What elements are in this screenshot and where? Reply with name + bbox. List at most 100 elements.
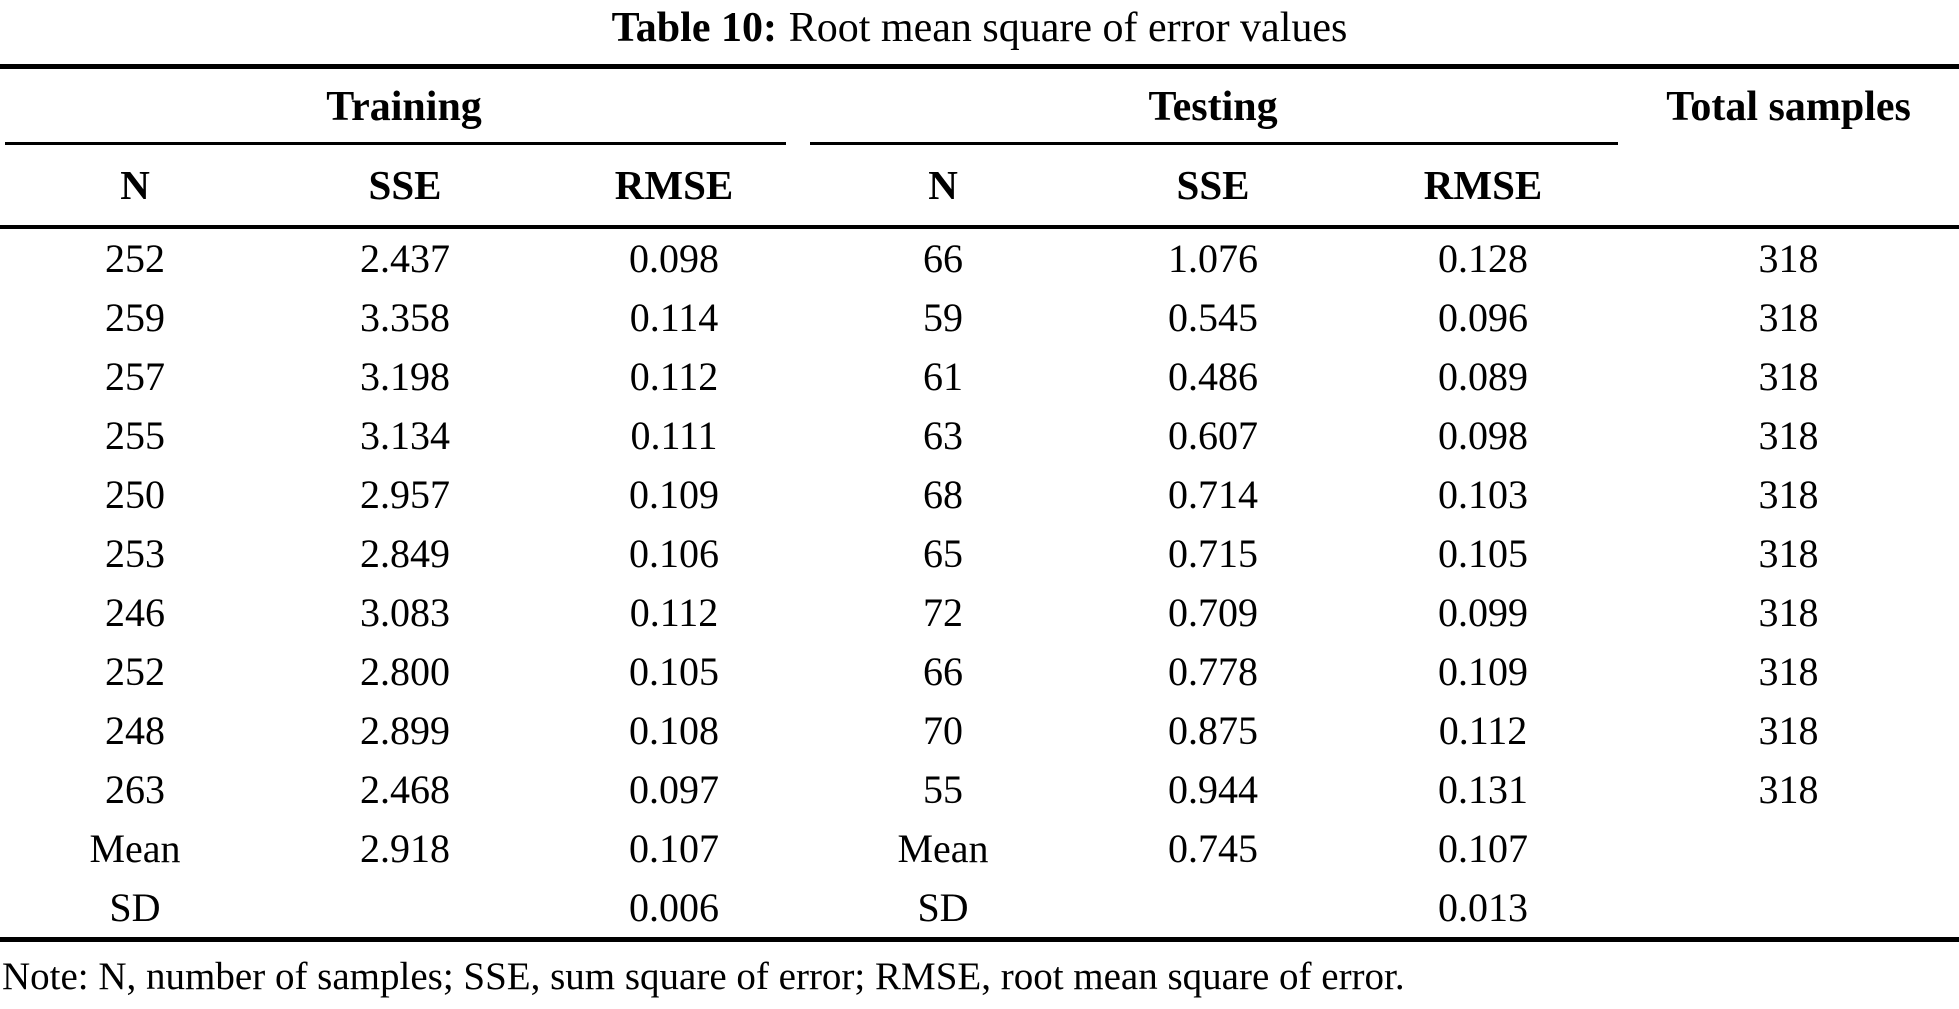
training-underline-rule — [5, 142, 787, 146]
table-cell: 0.545 — [1168, 295, 1259, 341]
table-cell: 252 — [105, 236, 165, 282]
table-cell: 61 — [923, 354, 964, 400]
table-cell: 318 — [1758, 531, 1819, 577]
table-cell: 252 — [105, 649, 165, 695]
table-cell: 2.918 — [360, 826, 450, 872]
table-cell: 318 — [1758, 649, 1819, 695]
table-cell: 318 — [1758, 295, 1819, 341]
col-header-training-rmse: RMSE — [540, 145, 809, 230]
table-cell: 0.099 — [1438, 590, 1529, 636]
table-row: 250 2.957 0.109 68 0.714 0.103 318 — [0, 465, 1959, 524]
table-cell: 0.111 — [630, 413, 718, 459]
table-cell: 0.107 — [1438, 826, 1529, 872]
table-caption: Table 10: Root mean square of error value… — [0, 0, 1959, 52]
table-body: 252 2.437 0.098 66 1.076 0.128 318 259 3.358 0.11… — [0, 227, 1959, 943]
table-row: 257 3.198 0.112 61 0.486 0.089 318 — [0, 347, 1959, 406]
table-cell: 55 — [923, 767, 964, 813]
group-header-row: Training Testing Total samples — [0, 67, 1959, 146]
table-cell — [1618, 819, 1959, 878]
col-header-testing-sse: SSE — [1078, 145, 1349, 230]
table-cell: 318 — [1758, 472, 1819, 518]
table-cell: 0.109 — [629, 472, 719, 518]
testing-underline-rule — [810, 142, 1619, 146]
table-cell — [1618, 878, 1959, 943]
table-cell: 318 — [1758, 413, 1819, 459]
table-cell: 66 — [923, 236, 964, 282]
table-cell: 0.098 — [629, 236, 719, 282]
group-header-training-label: Training — [326, 84, 482, 131]
table-cell: Mean — [897, 826, 989, 872]
table-cell: 0.944 — [1168, 767, 1259, 813]
table-cell: 318 — [1758, 767, 1819, 813]
table-row: 252 2.437 0.098 66 1.076 0.128 318 — [0, 227, 1959, 288]
table-note: Note: N, number of samples; SSE, sum squ… — [2, 955, 1405, 999]
table-cell: 0.109 — [1438, 649, 1529, 695]
table-row: 246 3.083 0.112 72 0.709 0.099 318 — [0, 583, 1959, 642]
table-cell — [270, 878, 540, 943]
table-cell: 0.106 — [629, 531, 719, 577]
table-cell: 0.112 — [1438, 708, 1528, 754]
table-cell: 0.097 — [629, 767, 719, 813]
table-cell: 2.800 — [360, 649, 450, 695]
table-row: Mean 2.918 0.107 Mean 0.745 0.107 — [0, 819, 1959, 878]
table-cell: 0.112 — [629, 354, 719, 400]
table-row: 248 2.899 0.108 70 0.875 0.112 318 — [0, 701, 1959, 760]
table-cell: Mean — [89, 826, 181, 872]
group-header-training: Training — [0, 67, 808, 146]
table-cell: 0.714 — [1168, 472, 1259, 518]
table-cell: 0.089 — [1438, 354, 1529, 400]
column-header-row: N SSE RMSE N SSE RMSE — [0, 145, 1959, 230]
table-cell: 68 — [923, 472, 964, 518]
table-cell: 318 — [1758, 590, 1819, 636]
table-cell: 246 — [105, 590, 165, 636]
col-header-training-n: N — [0, 145, 270, 230]
table-cell: 0.745 — [1168, 826, 1259, 872]
table-cell: 263 — [105, 767, 165, 813]
table-cell: 0.103 — [1438, 472, 1529, 518]
table-cell: 0.715 — [1168, 531, 1259, 577]
table-cell: 59 — [923, 295, 964, 341]
group-header-testing: Testing — [808, 67, 1619, 146]
table-cell: 0.105 — [1438, 531, 1529, 577]
table-cell: 250 — [105, 472, 165, 518]
col-header-testing-n: N — [808, 145, 1079, 230]
table-caption-label: Table 10: — [611, 5, 777, 51]
table-cell: 0.709 — [1168, 590, 1259, 636]
table-cell: 63 — [923, 413, 964, 459]
table-row: SD 0.006 SD 0.013 — [0, 878, 1959, 943]
table-cell: 0.013 — [1348, 878, 1619, 943]
table-row: 253 2.849 0.106 65 0.715 0.105 318 — [0, 524, 1959, 583]
table-cell: 248 — [105, 708, 165, 754]
table-cell — [1078, 878, 1349, 943]
table-cell: 2.437 — [360, 236, 450, 282]
table-cell: 2.849 — [360, 531, 450, 577]
table-cell: 0.114 — [629, 295, 719, 341]
table-cell: 0.108 — [629, 708, 719, 754]
table-cell: 0.875 — [1168, 708, 1259, 754]
table-cell: 65 — [923, 531, 964, 577]
table-cell: SD — [0, 878, 270, 943]
table-row: 259 3.358 0.114 59 0.545 0.096 318 — [0, 288, 1959, 347]
table-cell: 0.096 — [1438, 295, 1529, 341]
group-header-testing-label: Testing — [1148, 84, 1278, 131]
table-cell: 3.083 — [360, 590, 450, 636]
table-row: 263 2.468 0.097 55 0.944 0.131 318 — [0, 760, 1959, 819]
table-row: 255 3.134 0.111 63 0.607 0.098 318 — [0, 406, 1959, 465]
table-cell: 318 — [1758, 708, 1819, 754]
table-cell: 0.112 — [629, 590, 719, 636]
table-cell: 0.778 — [1168, 649, 1259, 695]
table-cell: 70 — [923, 708, 964, 754]
table-cell: 0.098 — [1438, 413, 1529, 459]
col-header-testing-rmse: RMSE — [1348, 145, 1619, 230]
table-cell: 1.076 — [1168, 236, 1259, 282]
table-cell: 3.358 — [360, 295, 450, 341]
col-header-training-sse: SSE — [270, 145, 540, 230]
table-caption-text: Root mean square of error values — [788, 5, 1348, 51]
col-header-empty — [1618, 145, 1959, 230]
table-cell: 259 — [105, 295, 165, 341]
table-cell: 66 — [923, 649, 964, 695]
table-cell: 0.006 — [540, 878, 809, 943]
table-cell: 318 — [1758, 354, 1819, 400]
table-cell: 318 — [1758, 236, 1819, 282]
